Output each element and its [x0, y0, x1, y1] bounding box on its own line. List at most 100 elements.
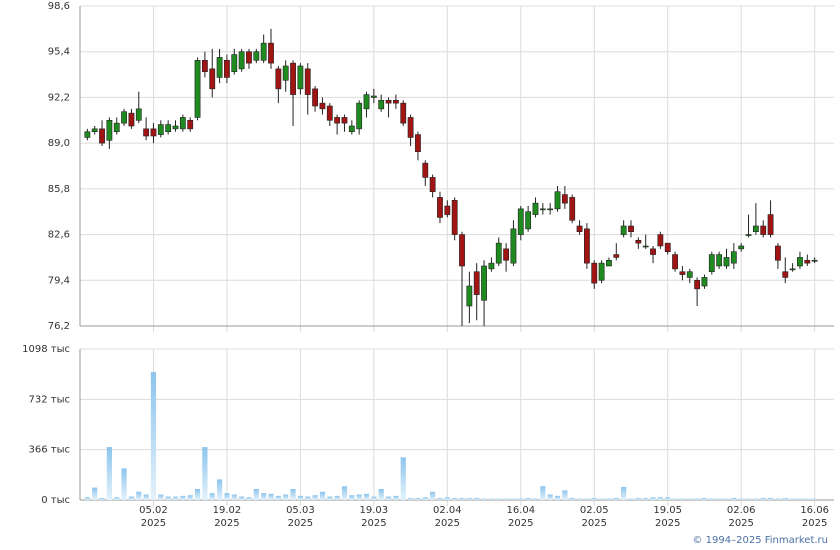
- candle-body: [91, 128, 98, 133]
- candle-body: [128, 112, 135, 127]
- volume-bar: [231, 494, 237, 500]
- volume-bar: [253, 488, 259, 500]
- volume-bar: [812, 498, 818, 500]
- volume-bar: [393, 495, 399, 500]
- candle-body: [370, 95, 377, 98]
- volume-bar: [657, 497, 663, 500]
- candle-body: [613, 254, 620, 258]
- volume-bar: [488, 498, 495, 500]
- candle-body: [216, 57, 223, 78]
- candle-body: [584, 228, 590, 264]
- candle-body: [363, 94, 370, 110]
- volume-bar: [275, 495, 281, 500]
- volume-bar: [466, 497, 472, 500]
- volume-bar: [194, 488, 201, 500]
- volume-bar: [518, 498, 524, 500]
- volume-bar: [576, 498, 583, 500]
- volume-bar: [452, 497, 458, 500]
- candle-body: [231, 54, 238, 73]
- candle-body: [525, 211, 532, 230]
- y-tick-label: 732 тыс: [29, 394, 70, 405]
- candle-body: [157, 124, 164, 135]
- volume-bar: [84, 497, 90, 500]
- y-tick-label: 85,8: [48, 184, 70, 195]
- candle-body: [517, 208, 524, 235]
- volume-bar: [628, 498, 634, 500]
- volume-bar: [150, 372, 157, 500]
- candle-body: [187, 119, 194, 130]
- candle-body: [628, 225, 634, 233]
- x-tick-label: 02.06 2025: [726, 505, 756, 529]
- volume-bar: [180, 495, 186, 500]
- candle-body: [437, 197, 443, 218]
- volume-bar: [790, 498, 796, 500]
- x-tick-label: 05.03 2025: [286, 505, 315, 529]
- candle-body: [400, 102, 407, 124]
- candle-body: [547, 208, 554, 211]
- volume-bar: [481, 498, 487, 500]
- volume-bar: [422, 497, 428, 500]
- candle-body: [782, 271, 789, 278]
- volume-bar: [782, 497, 788, 500]
- candle-body: [172, 125, 179, 130]
- volume-bar: [99, 497, 105, 500]
- candle-body: [451, 199, 458, 235]
- volume-bar: [283, 494, 289, 500]
- volume-bar: [136, 491, 142, 500]
- volume-bar: [503, 498, 509, 500]
- x-tick-label: 19.05 2025: [653, 505, 683, 529]
- candle-body: [326, 105, 333, 121]
- volume-bar: [672, 498, 678, 500]
- candle-body: [775, 245, 781, 261]
- volume-bar: [268, 493, 274, 500]
- x-tick-label: 19.03 2025: [359, 505, 389, 529]
- candle-body: [378, 99, 385, 110]
- candle-body: [297, 65, 304, 90]
- volume-bar: [510, 498, 517, 500]
- candle-body: [407, 117, 414, 138]
- volume-bar: [349, 495, 355, 500]
- volume-bar: [709, 498, 715, 500]
- volume-bar: [767, 497, 774, 500]
- volume-bar: [239, 496, 245, 500]
- volume-bar: [723, 498, 730, 500]
- volume-bar: [687, 498, 693, 500]
- candle-body: [393, 99, 399, 104]
- candle-body: [598, 262, 605, 281]
- candle-body: [106, 119, 113, 141]
- candle-body: [657, 234, 664, 247]
- candle-body: [481, 265, 487, 301]
- volume-bar: [591, 497, 597, 500]
- candle-body: [304, 68, 311, 95]
- candle-body: [738, 245, 745, 250]
- candle-body: [422, 162, 429, 178]
- volume-bar: [753, 498, 759, 500]
- volume-bar: [797, 498, 803, 500]
- candle-body: [642, 245, 649, 248]
- candle-body: [804, 259, 811, 264]
- candle-body: [224, 59, 230, 78]
- volume-bar: [128, 496, 135, 500]
- y-tick-label: 366 тыс: [29, 445, 70, 456]
- volume-bar: [474, 497, 480, 500]
- candle-body: [113, 122, 120, 133]
- volume-bar: [804, 498, 810, 500]
- candle-body: [672, 254, 678, 270]
- candle-body: [606, 259, 612, 267]
- volume-bar: [334, 495, 340, 500]
- candle-body: [84, 131, 91, 138]
- candle-body: [201, 59, 208, 73]
- candle-body: [253, 51, 260, 61]
- candle-body: [415, 134, 421, 153]
- volume-bar: [694, 498, 700, 500]
- volume-bar: [385, 496, 392, 500]
- candle-body: [459, 234, 465, 267]
- volume-bar: [584, 498, 590, 500]
- volume-bar: [738, 498, 744, 500]
- volume-bar: [363, 493, 370, 500]
- volume-bar: [650, 497, 656, 500]
- y-tick-label: 98,6: [48, 1, 70, 12]
- y-tick-label: 76,2: [48, 321, 70, 332]
- candle-body: [723, 257, 730, 267]
